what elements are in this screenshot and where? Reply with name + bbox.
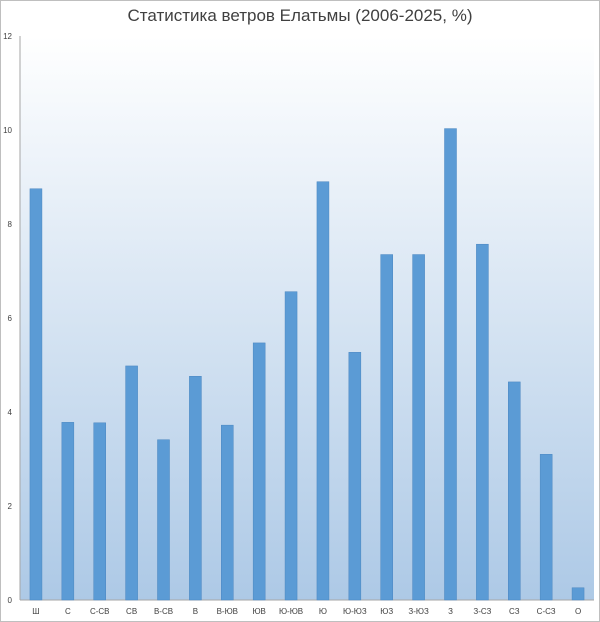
bar-ЮЗ — [380, 254, 393, 601]
bar-СЗ — [508, 381, 521, 601]
x-tick-label: С-СВ — [90, 607, 110, 616]
x-tick-label: Ю — [319, 607, 327, 616]
x-tick-label: Ш — [32, 607, 39, 616]
x-tick-label: З — [448, 607, 453, 616]
y-tick-label: 8 — [8, 220, 13, 229]
x-tick-label: В — [193, 607, 198, 616]
bar-Ю-ЮВ — [284, 291, 298, 601]
chart-title: Статистика ветров Елатьмы (2006-2025, %) — [127, 6, 473, 25]
x-tick-label: Ю-ЮЗ — [343, 607, 367, 616]
x-tick-label: Ю-ЮВ — [279, 607, 303, 616]
x-tick-label: ЮВ — [252, 607, 265, 616]
bar-З-СЗ — [476, 243, 489, 601]
bar-О — [571, 587, 585, 601]
y-tick-label: 10 — [3, 126, 12, 135]
x-tick-label: З-ЮЗ — [408, 607, 429, 616]
x-tick-label: С-СЗ — [537, 607, 556, 616]
y-tick-label: 6 — [8, 314, 13, 323]
y-tick-label: 2 — [8, 502, 13, 511]
y-tick-label: 12 — [3, 32, 12, 41]
bar-В-СВ — [157, 439, 170, 601]
bar-В-ЮВ — [221, 424, 234, 601]
x-tick-label: В-ЮВ — [217, 607, 238, 616]
bar-В — [189, 376, 202, 601]
bar-Ш — [29, 188, 43, 601]
bar-Ю — [316, 181, 330, 601]
bar-Ю-ЮЗ — [348, 352, 362, 601]
bar-З-ЮЗ — [412, 254, 425, 601]
y-tick-label: 0 — [8, 596, 13, 605]
bar-ЮВ — [252, 342, 266, 601]
plot-area — [20, 36, 594, 600]
y-tick-label: 4 — [8, 408, 13, 417]
x-tick-label: ЮЗ — [380, 607, 393, 616]
bar-С-СЗ — [539, 454, 553, 601]
x-tick-label: З-СЗ — [473, 607, 491, 616]
x-tick-label: О — [575, 607, 581, 616]
x-tick-label: СЗ — [509, 607, 520, 616]
bar-СВ — [125, 365, 138, 601]
bar-С-СВ — [93, 422, 106, 601]
bar-С — [61, 422, 75, 601]
x-tick-label: СВ — [126, 607, 137, 616]
x-tick-label: В-СВ — [154, 607, 173, 616]
x-tick-label: С — [65, 607, 71, 616]
bar-З — [444, 128, 457, 601]
